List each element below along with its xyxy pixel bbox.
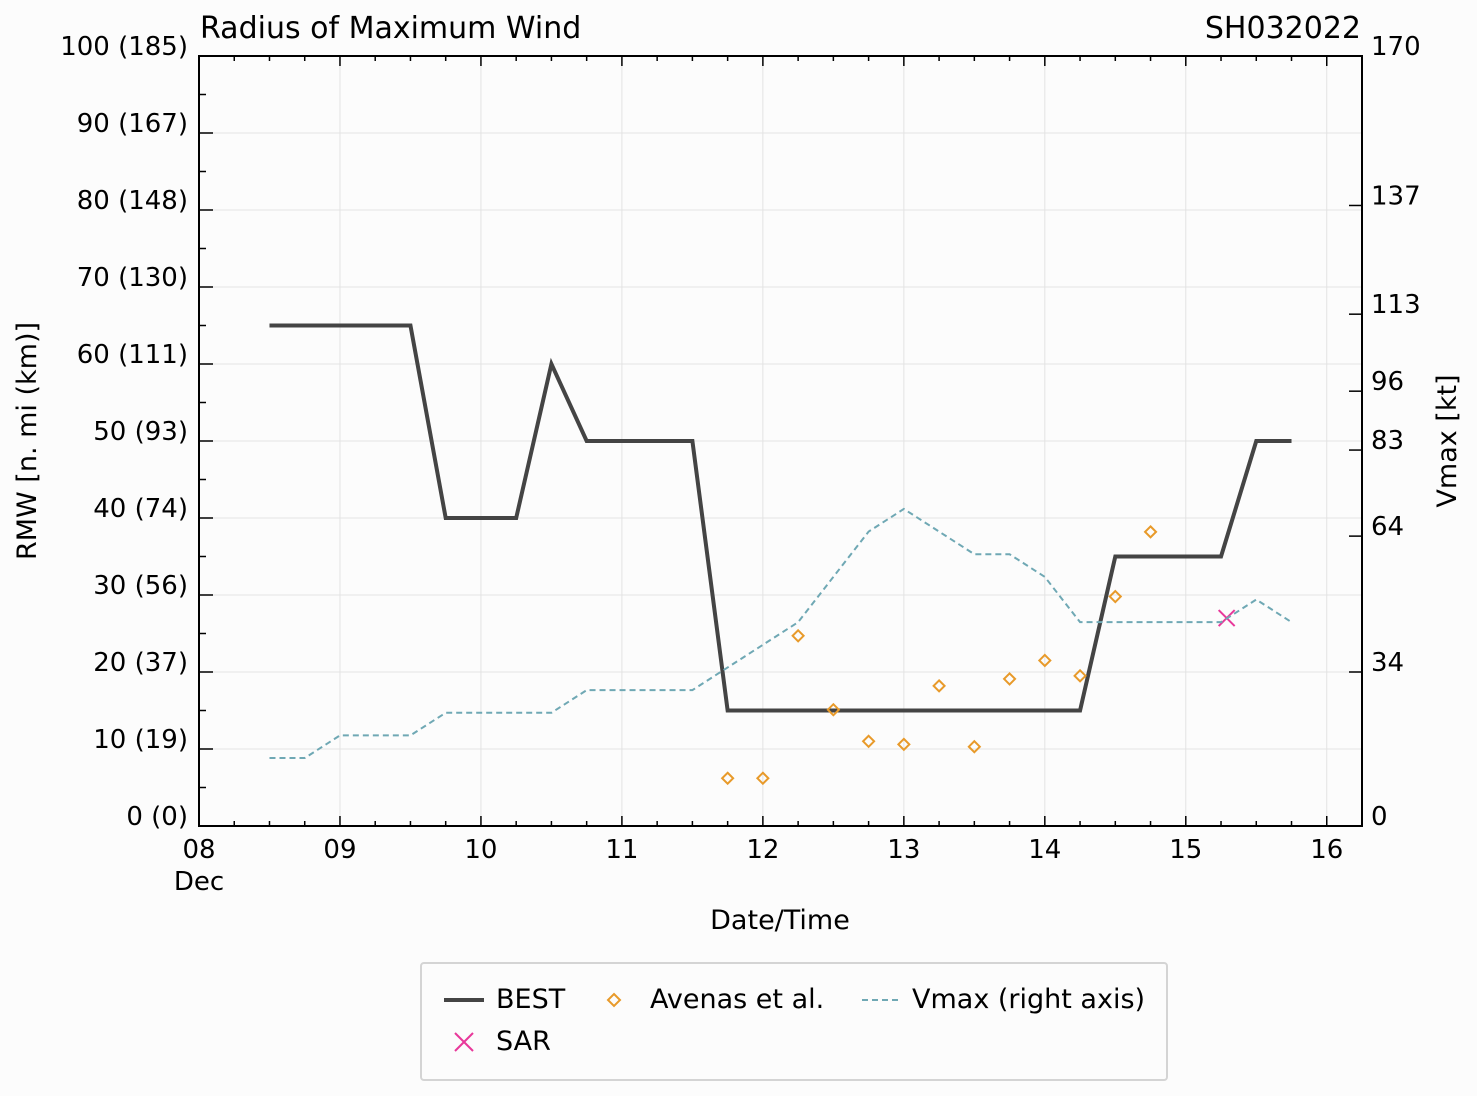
legend: BEST SAR Avenas et al. Vmax (right axis) — [420, 962, 1168, 1081]
avenas-point — [967, 739, 982, 754]
grid — [198, 55, 1362, 827]
y-tick-label: 30 (56) — [93, 571, 188, 601]
x-tick-label: 13 — [887, 835, 920, 865]
avenas-point — [896, 737, 911, 752]
y-tick-label: 10 (19) — [93, 725, 188, 755]
legend-dashed-line-icon — [862, 998, 902, 1001]
legend-label-avenas: Avenas et al. — [650, 984, 825, 1015]
avenas-point — [1073, 668, 1087, 683]
y2-tick-label: 137 — [1371, 181, 1421, 211]
y2-tick-label: 96 — [1371, 367, 1404, 397]
legend-x-marker-icon — [454, 1031, 474, 1052]
y2-tick-label: 83 — [1371, 426, 1404, 456]
avenas-point — [861, 734, 876, 749]
y-tick-label: 70 (130) — [77, 263, 188, 293]
legend-item-vmax: Vmax (right axis) — [852, 984, 1145, 1015]
avenas-point — [791, 628, 806, 643]
y2-tick-label: 0 — [1371, 802, 1388, 832]
y-tick-label: 60 (111) — [77, 340, 188, 370]
x-tick-sublabel: Dec — [174, 867, 224, 897]
x-tick-label: 14 — [1028, 835, 1061, 865]
y-tick-label: 20 (37) — [93, 648, 188, 678]
x-tick-label: 15 — [1169, 835, 1202, 865]
y-tick-label: 40 (74) — [93, 494, 188, 524]
avenas-point — [1108, 589, 1123, 604]
y2-axis-label: Vmax [kt] — [1432, 374, 1463, 507]
x-axis-label: Date/Time — [710, 905, 850, 936]
avenas-point — [1037, 653, 1052, 668]
legend-item-best: BEST — [436, 984, 565, 1015]
x-tick-label: 16 — [1310, 835, 1343, 865]
y-axis-label: RMW [n. mi (km)] — [12, 322, 43, 560]
y2-tick-label: 113 — [1371, 290, 1421, 320]
legend-diamond-marker-icon — [606, 992, 622, 1007]
x-tick-label: 10 — [464, 835, 497, 865]
x-tick-label: 08 — [182, 835, 215, 865]
legend-label-best: BEST — [496, 984, 566, 1015]
legend-item-sar: SAR — [436, 1026, 551, 1057]
y-tick-label: 90 (167) — [77, 109, 188, 139]
legend-label-sar: SAR — [496, 1026, 551, 1057]
y-tick-label: 50 (93) — [93, 417, 188, 447]
chart-title: Radius of Maximum Wind — [200, 11, 581, 46]
avenas-point — [932, 678, 947, 693]
series-layer — [269, 323, 1293, 786]
y2-tick-label: 170 — [1371, 32, 1421, 62]
x-tick-label: 09 — [323, 835, 356, 865]
x-tick-label: 12 — [746, 835, 779, 865]
avenas-point — [826, 702, 841, 717]
x-tick-label: 11 — [605, 835, 638, 865]
y2-tick-label: 64 — [1371, 512, 1404, 542]
avenas-point — [720, 771, 735, 786]
avenas-point — [1143, 524, 1158, 539]
y-tick-label: 0 (0) — [126, 802, 188, 832]
legend-label-vmax: Vmax (right axis) — [912, 984, 1146, 1015]
storm-id: SH032022 — [1205, 11, 1361, 46]
y-tick-label: 80 (148) — [77, 186, 188, 216]
avenas-point — [1002, 672, 1017, 686]
legend-line-icon — [444, 997, 484, 1002]
best-track-line — [269, 323, 1292, 713]
y2-tick-label: 34 — [1371, 648, 1404, 678]
legend-item-avenas: Avenas et al. — [590, 984, 824, 1015]
avenas-point — [755, 771, 770, 786]
vmax-line — [269, 507, 1293, 760]
y-tick-label: 100 (185) — [60, 32, 188, 62]
